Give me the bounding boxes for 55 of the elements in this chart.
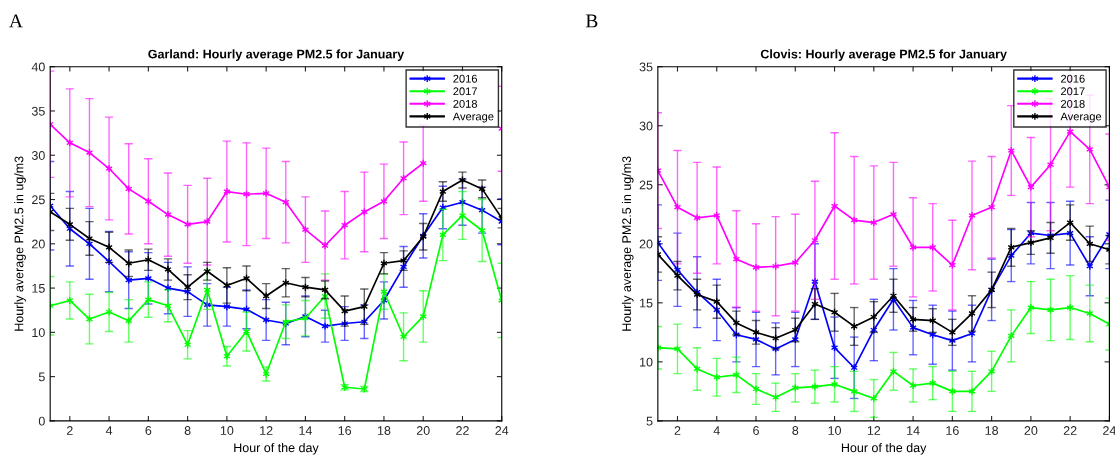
x-tick-label: 16	[338, 426, 352, 435]
x-tick-label: 18	[377, 426, 391, 435]
y-tick-label: 10	[32, 328, 45, 337]
x-tick-label: 24	[495, 426, 509, 435]
legend-label: 2018	[453, 99, 478, 108]
text: A	[9, 14, 23, 28]
y-axis-title: Hourly average PM2.5 in ug/m3	[14, 156, 26, 331]
x-tick-label: 20	[416, 426, 430, 435]
text: B	[585, 14, 598, 28]
y-tick-label: 0	[38, 416, 45, 426]
y-tick-label: 20	[639, 239, 653, 249]
legend-label: 2017	[1061, 87, 1085, 96]
x-tick-label: 8	[792, 426, 799, 435]
x-tick-label: 20	[1024, 426, 1038, 435]
x-tick-label: 14	[299, 426, 312, 435]
x-tick-label: 22	[1063, 426, 1077, 435]
y-tick-label: 40	[31, 62, 45, 72]
y-tick-label: 30	[31, 151, 45, 160]
legend-label: 2016	[453, 74, 478, 83]
legend-label: 2016	[1061, 74, 1085, 83]
x-tick-label: 4	[713, 426, 720, 435]
legend-label: 2018	[1061, 99, 1085, 108]
x-axis-title: Hour of the day	[234, 442, 319, 455]
chart-title: Garland: Hourly average PM2.5 for January	[148, 49, 405, 62]
x-tick-label: 2	[674, 426, 681, 435]
y-axis-title: Hourly average PM2.5 in ug/m3	[621, 156, 634, 331]
y-tick-label: 20	[32, 239, 45, 249]
x-tick-label: 18	[985, 426, 999, 435]
x-tick-label: 8	[184, 426, 191, 435]
x-tick-label: 6	[145, 426, 152, 435]
x-axis-title: Hour of the day	[841, 442, 927, 455]
legend-label: Average	[452, 112, 494, 123]
x-tick-label: 10	[828, 426, 842, 435]
y-tick-label: 25	[639, 180, 653, 190]
x-tick-label: 12	[260, 426, 273, 435]
y-tick-label: 10	[640, 357, 653, 367]
x-tick-label: 12	[867, 426, 881, 435]
x-tick-label: 10	[220, 426, 234, 435]
y-tick-label: 15	[32, 284, 45, 293]
x-tick-label: 16	[946, 426, 959, 435]
x-tick-label: 4	[105, 426, 113, 435]
y-tick-label: 30	[639, 121, 653, 131]
y-tick-label: 5	[38, 372, 45, 382]
y-tick-label: 25	[32, 195, 45, 205]
chart-title: Clovis: Hourly average PM2.5 for January	[760, 49, 1007, 62]
x-tick-label: 6	[753, 426, 759, 435]
y-tick-label: 15	[640, 298, 653, 308]
y-tick-label: 35	[639, 62, 653, 72]
legend-label: 2017	[453, 87, 477, 96]
legend-label: Average	[1060, 112, 1102, 123]
x-tick-label: 2	[66, 426, 73, 435]
x-tick-label: 14	[907, 426, 920, 435]
y-tick-label: 5	[646, 416, 653, 426]
y-tick-label: 35	[31, 106, 45, 116]
x-tick-label: 22	[456, 426, 469, 435]
